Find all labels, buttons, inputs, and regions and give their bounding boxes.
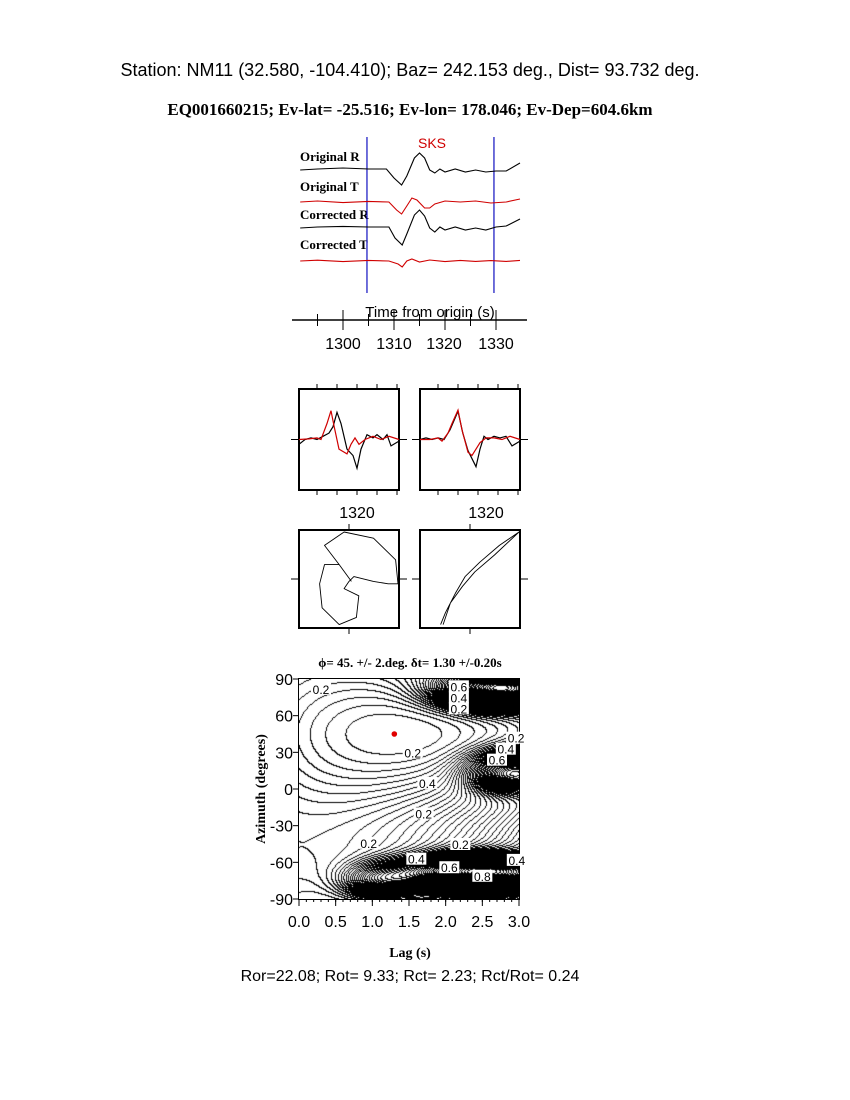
contour-label: 0.4 — [419, 777, 436, 791]
lag-tick-label: 1.0 — [361, 914, 383, 931]
contour-label-bg — [472, 869, 493, 882]
contour-label: 0.4 — [508, 854, 525, 868]
contour-label-bg — [448, 680, 469, 693]
trace-label-corrected-r: Corrected R — [300, 207, 369, 222]
contour-label: 0.4 — [408, 853, 425, 867]
trace-label-original-r: Original R — [300, 149, 360, 164]
time-tick-label: 1320 — [426, 336, 462, 353]
seismogram-trace-original-r — [300, 152, 521, 186]
contour-label-bg — [506, 853, 527, 866]
contour-label: 0.4 — [451, 691, 468, 705]
azimuth-tick-label: 60 — [275, 709, 293, 726]
contour-label-bg — [413, 807, 434, 820]
contour-label-bg — [406, 852, 427, 865]
station-title: Station: NM11 (32.580, -104.410); Baz= 2… — [120, 60, 699, 80]
contour-label: 0.2 — [508, 732, 525, 746]
contour-label: 0.6 — [451, 680, 468, 694]
lag-tick-label: 0.5 — [325, 914, 347, 931]
trace-label-original-t: Original T — [300, 179, 359, 194]
contour-label-bg — [448, 691, 469, 704]
contour-label-bg — [358, 836, 379, 849]
lag-tick-label: 0.0 — [288, 914, 310, 931]
azimuth-tick-label: -30 — [270, 819, 293, 836]
seismogram-trace-original-t — [300, 197, 521, 215]
contour-label-bg — [506, 731, 527, 744]
lag-tick-label: 2.5 — [471, 914, 493, 931]
contour-label: 0.2 — [415, 807, 432, 821]
time-axis-label: Time from origin (s) — [365, 304, 494, 321]
contour-label: 0.2 — [360, 837, 377, 851]
azimuth-tick-label: -60 — [270, 855, 293, 872]
time-tick-label: 1310 — [376, 336, 412, 353]
contour-label: 0.8 — [474, 870, 491, 884]
lag-tick-label: 2.0 — [435, 914, 457, 931]
azimuth-tick-label: 0 — [284, 782, 293, 799]
contour-label-bg — [448, 702, 469, 715]
azimuth-tick-label: -90 — [270, 892, 293, 909]
time-tick-label: 1300 — [325, 336, 361, 353]
particle-motion-path — [319, 531, 399, 626]
contour-label: 0.2 — [451, 702, 468, 716]
grid-xlabel: Lag (s) — [389, 946, 431, 961]
contour-label-bg — [417, 776, 438, 789]
particle-motion-path — [440, 531, 520, 625]
grid-title: ϕ= 45. +/- 2.deg. δt= 1.30 +/-0.20s — [318, 655, 502, 670]
best-fit-marker — [391, 731, 398, 737]
seismogram-panel: SKS Original R Original T Corrected R Co… — [292, 135, 527, 353]
ratio-summary: Ror=22.08; Rot= 9.33; Rct= 2.23; Rct/Rot… — [241, 968, 580, 985]
seismogram-trace-corrected-t — [300, 258, 521, 268]
contour-label: 0.2 — [452, 838, 469, 852]
contour-label-bg — [402, 746, 423, 759]
contour-label-bg — [487, 753, 507, 766]
lag-tick-label: 1.5 — [398, 914, 420, 931]
contour-label-bg — [311, 682, 331, 695]
contour-label: 0.2 — [404, 746, 421, 760]
contour-label-bg — [495, 742, 516, 755]
seismogram-trace-corrected-r — [300, 209, 521, 246]
fast-slow-tick-label: 1320 — [339, 505, 375, 522]
lag-tick-label: 3.0 — [508, 914, 530, 931]
time-tick-label: 1330 — [478, 336, 514, 353]
fast-slow-corrected-panel — [412, 384, 528, 495]
contour-label: 0.2 — [313, 683, 330, 697]
contour-label-bg — [450, 838, 471, 850]
contour-label: 0.4 — [497, 743, 514, 757]
contour-label: 0.6 — [489, 754, 506, 768]
azimuth-tick-label: 30 — [275, 745, 293, 762]
fast-slow-original-panel — [291, 384, 407, 495]
particle-motion-original-panel — [291, 524, 407, 634]
grid-ylabel: Azimuth (degrees) — [254, 734, 269, 844]
particle-motion-corrected-panel — [412, 524, 528, 634]
event-title: EQ001660215; Ev-lat= -25.516; Ev-lon= 17… — [167, 100, 652, 119]
contour-label: 0.6 — [441, 861, 458, 875]
fast-component-trace — [298, 410, 400, 455]
fast-component-trace — [420, 408, 521, 457]
trace-label-corrected-t: Corrected T — [300, 237, 368, 252]
azimuth-tick-label: 90 — [275, 672, 293, 689]
phase-label: SKS — [418, 135, 446, 151]
contour-label-bg — [439, 861, 460, 874]
fast-slow-tick-label: 1320 — [468, 505, 504, 522]
